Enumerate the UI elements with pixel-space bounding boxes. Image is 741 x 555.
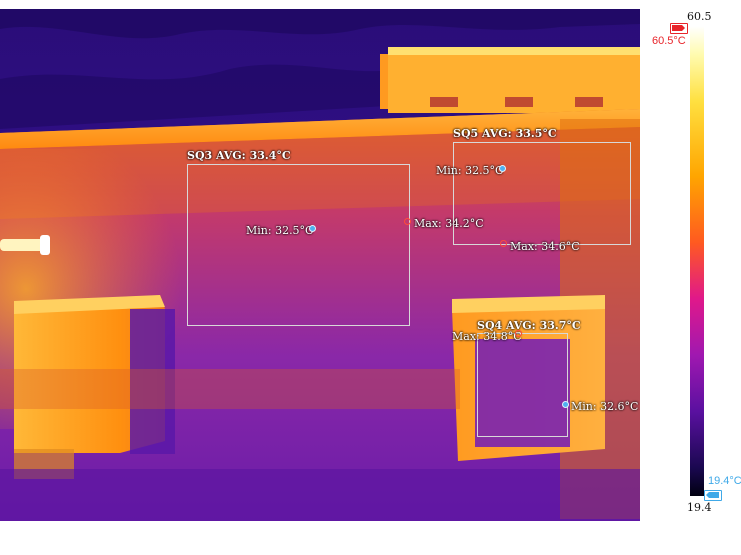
scale-max-temp-label: 60.5°C: [652, 35, 686, 47]
min-marker-icon: [499, 165, 506, 172]
roi-max-label-sq4: Max: 34.8°C: [452, 330, 522, 343]
max-marker-icon: [404, 218, 411, 225]
scale-min-temp-label: 19.4°C: [708, 475, 741, 487]
roi-box-sq3[interactable]: [187, 164, 410, 326]
roi-max-label-sq3: Max: 34.2°C: [414, 217, 484, 230]
max-marker-icon: [500, 240, 507, 247]
roi-box-sq5[interactable]: [453, 142, 631, 245]
roi-box-sq4[interactable]: [477, 333, 568, 437]
roi-min-label-sq4: Min: 32.6°C: [571, 400, 639, 413]
thermal-scene: [0, 9, 640, 521]
roi-min-label-sq3: Min: 32.5°C: [246, 224, 314, 237]
min-temp-marker-icon[interactable]: [704, 490, 722, 501]
roi-min-label-sq5: Min: 32.5°C: [436, 164, 504, 177]
scale-min-value: 19.4: [687, 501, 712, 514]
min-marker-icon: [309, 225, 316, 232]
min-marker-icon: [562, 401, 569, 408]
max-marker-icon: [515, 330, 522, 337]
temperature-color-scale: [690, 26, 704, 496]
roi-title-sq5: SQ5 AVG: 33.5°C: [453, 127, 557, 140]
roi-title-sq3: SQ3 AVG: 33.4°C: [187, 149, 291, 162]
max-temp-marker-icon[interactable]: [670, 23, 688, 34]
roi-title-sq4: SQ4 AVG: 33.7°C: [477, 319, 581, 332]
scale-max-value: 60.5: [687, 10, 712, 23]
thermal-image: SQ3 AVG: 33.4°C Min: 32.5°C Max: 34.2°C …: [0, 9, 640, 521]
roi-max-label-sq5: Max: 34.6°C: [510, 240, 580, 253]
